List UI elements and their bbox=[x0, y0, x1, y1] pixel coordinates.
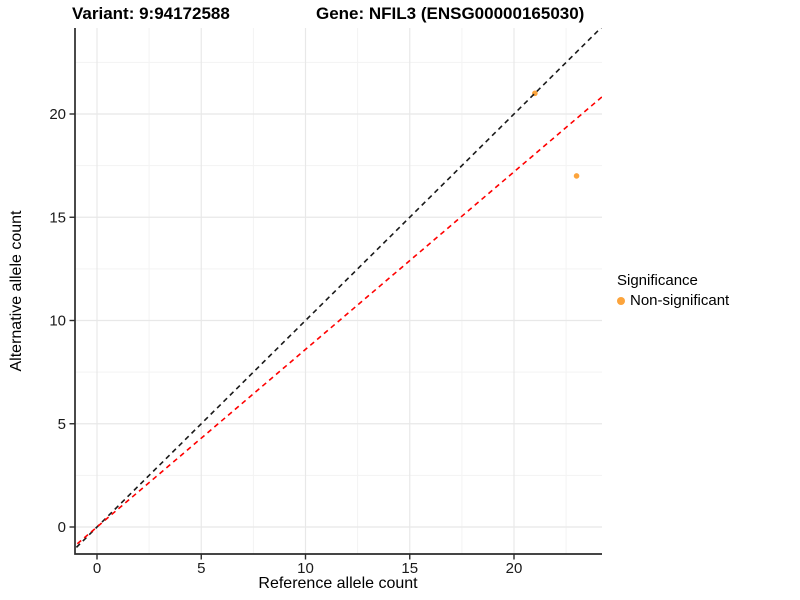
data-point bbox=[573, 173, 580, 179]
y-tick-label: 5 bbox=[58, 416, 66, 433]
identity-line bbox=[75, 28, 602, 550]
y-tick-label: 15 bbox=[49, 209, 66, 226]
x-tick-label: 10 bbox=[297, 560, 314, 577]
x-tick-label: 0 bbox=[93, 560, 101, 577]
allelic-ratio-line bbox=[75, 95, 602, 547]
legend-item: Non-significant bbox=[617, 292, 729, 309]
axis-lines bbox=[74, 28, 602, 555]
y-tick-label: 10 bbox=[49, 313, 66, 330]
y-tick-label: 0 bbox=[58, 519, 66, 536]
x-tick-label: 20 bbox=[506, 560, 523, 577]
x-axis-title: Reference allele count bbox=[258, 575, 418, 592]
gene-title: Gene: NFIL3 (ENSG00000165030) bbox=[316, 4, 585, 23]
variant-title: Variant: 9:94172588 bbox=[72, 4, 230, 23]
x-tick-label: 15 bbox=[401, 560, 418, 577]
legend: Significance Non-significant bbox=[617, 272, 729, 309]
x-tick-label: 5 bbox=[197, 560, 205, 577]
legend-title: Significance bbox=[617, 272, 698, 289]
y-axis-title: Alternative allele count bbox=[8, 210, 25, 372]
legend-item-label: Non-significant bbox=[630, 292, 730, 309]
point-icon bbox=[617, 296, 625, 305]
y-tick-label: 20 bbox=[49, 106, 66, 123]
